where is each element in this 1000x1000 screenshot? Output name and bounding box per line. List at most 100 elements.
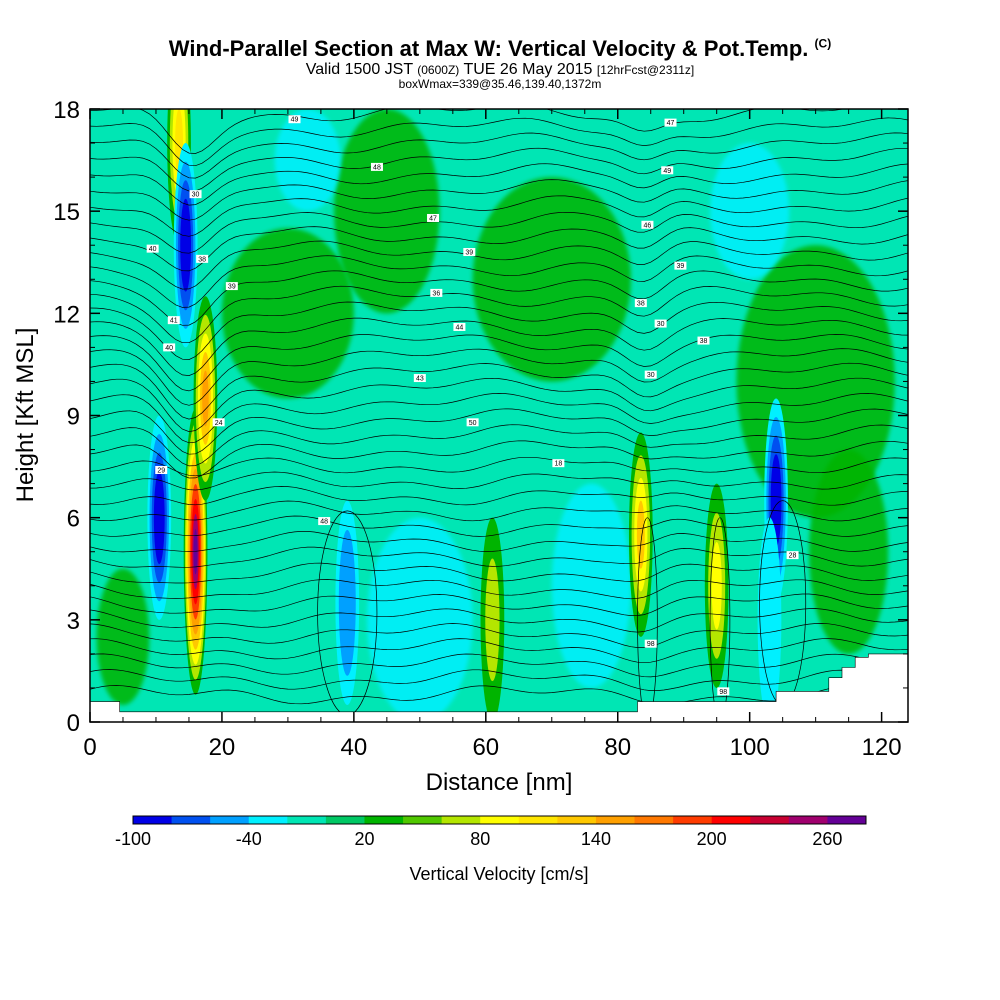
theta-contour-12 (90, 500, 908, 522)
theta-label-bg-26 (786, 551, 799, 560)
theta-label-22: 38 (637, 301, 645, 308)
colorbar-tick-label-200: 200 (697, 829, 727, 849)
theta-contour-labels: 49 48 47 39 36 44 43 50 18 48 40 30 38 39 41 40 24 29 47 49… (146, 115, 799, 696)
velocity-core-6-2 (711, 541, 722, 630)
colorbar-swatch-11 (557, 816, 597, 824)
theta-label-bg-15 (163, 343, 176, 352)
y-tick-label-3: 3 (67, 608, 80, 635)
colorbar-tick-label-80: 80 (470, 829, 490, 849)
y-tick-label-0: 0 (67, 710, 80, 737)
theta-label-14: 41 (170, 318, 178, 325)
colorbar-swatch-6 (364, 816, 404, 824)
terrain (89, 653, 909, 723)
theta-contour-26 (90, 285, 908, 344)
colorbar-swatch-16 (750, 816, 790, 824)
y-tick-label-18: 18 (53, 97, 80, 124)
theta-contour-24 (90, 317, 908, 376)
theta-label-bg-25 (644, 370, 657, 379)
colorbar-swatch-18 (827, 816, 867, 824)
theta-label-19: 49 (663, 168, 671, 175)
theta-label-16: 24 (215, 420, 223, 427)
theta-label-5: 44 (456, 324, 464, 331)
theta-label-bg-0 (288, 115, 301, 124)
colorbar-swatch-0 (133, 816, 173, 824)
velocity-core-4-4 (156, 489, 163, 546)
theta-label-bg-2 (427, 213, 440, 222)
velocity-core-10-2 (342, 559, 353, 647)
x-tick-label-20: 20 (209, 734, 236, 761)
chart-title: Wind-Parallel Section at Max W: Vertical… (168, 36, 832, 61)
theta-contour-21 (90, 362, 908, 420)
theta-contour-31 (90, 211, 908, 254)
theta-contour-15 (90, 456, 908, 477)
velocity-band-6 (367, 517, 473, 722)
velocity-band-0 (221, 228, 354, 399)
theta-contour-16 (90, 440, 908, 479)
theta-label-bg-18 (664, 118, 677, 127)
theta-label-bg-23 (654, 319, 667, 328)
colorbar-swatch-14 (673, 816, 713, 824)
theta-label-bg-4 (430, 288, 443, 297)
colorbar-tick-label-260: 260 (812, 829, 842, 849)
colorbar-swatch-15 (711, 816, 751, 824)
theta-contour-32 (90, 195, 908, 237)
theta-label-17: 29 (157, 467, 165, 474)
theta-contour-11 (90, 515, 908, 537)
theta-label-bg-19 (661, 166, 674, 175)
theta-label-4: 36 (432, 290, 440, 297)
velocity-core-7-4 (772, 472, 780, 529)
velocity-core-9-1 (485, 558, 500, 682)
theta-label-8: 18 (554, 461, 562, 468)
velocity-band-7 (551, 483, 631, 688)
colorbar-swatch-12 (595, 816, 636, 824)
colorbar-swatch-13 (634, 816, 674, 824)
theta-label-23: 30 (657, 321, 665, 328)
theta-label-bg-17 (155, 465, 168, 474)
theta-contour-0 (90, 685, 908, 705)
theta-label-15: 40 (165, 345, 173, 352)
theta-contour-17 (90, 424, 908, 467)
x-tick-label-40: 40 (341, 734, 368, 761)
theta-contour-28 (90, 255, 908, 308)
colorbar: -100 -40 20 80 140 200 260 (115, 815, 867, 849)
theta-contour-22 (90, 348, 908, 406)
colorbar-frame (132, 815, 867, 825)
theta-contour-13 (90, 486, 908, 506)
colorbar-swatch-9 (480, 816, 520, 824)
velocity-band-4 (96, 568, 150, 705)
colorbar-swatch-4 (287, 816, 327, 824)
colorbar-swatch-10 (518, 816, 558, 824)
theta-label-bg-24 (697, 336, 710, 345)
x-tick-label-60: 60 (472, 734, 499, 761)
theta-label-bg-11 (189, 190, 202, 199)
y-tick-label-15: 15 (53, 199, 80, 226)
theta-contour-10 (90, 531, 908, 553)
box-info: boxWmax=339@35.46,139.40,1372m (398, 77, 602, 91)
theta-label-bg-12 (196, 254, 209, 263)
y-axis-label: Height [Kft MSL] (12, 328, 39, 503)
theta-contour-4 (90, 623, 908, 648)
theta-contour-3 (90, 638, 908, 664)
x-tick-label-0: 0 (83, 734, 96, 761)
theta-label-13: 39 (228, 284, 236, 291)
x-axis-label: Distance [nm] (426, 769, 573, 796)
theta-contour-30 (90, 226, 908, 272)
theta-label-25: 30 (647, 372, 655, 379)
theta-label-18: 47 (667, 120, 675, 127)
theta-label-27: 98 (647, 641, 655, 648)
velocity-band-9 (710, 143, 790, 280)
theta-label-24: 38 (700, 338, 708, 345)
theta-contour-5 (90, 608, 908, 633)
colorbar-swatch-5 (325, 816, 365, 824)
theta-contour-38 (90, 109, 845, 154)
chart-subtitle: Valid 1500 JST (0600Z) TUE 26 May 2015 [… (305, 61, 695, 78)
theta-contour-23 (90, 334, 908, 392)
x-axis: 0 20 40 60 80 100 120 (83, 109, 902, 761)
velocity-core-5-3 (636, 500, 645, 569)
theta-label-bg-13 (225, 282, 238, 291)
theta-label-2: 47 (429, 215, 437, 222)
velocity-shading (96, 109, 895, 722)
theta-label-9: 48 (320, 519, 328, 526)
velocity-core-3-4 (182, 217, 189, 274)
theta-label-bg-10 (146, 244, 159, 253)
